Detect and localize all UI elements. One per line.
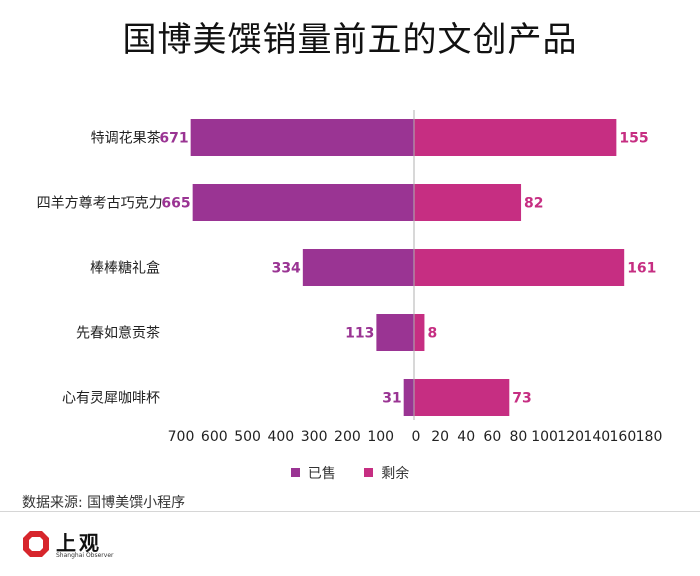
bar-remaining bbox=[414, 249, 625, 286]
data-label-sold: 31 bbox=[382, 391, 401, 407]
x-tick-label-sold: 100 bbox=[367, 429, 394, 445]
x-tick-label-remaining: 0 bbox=[412, 429, 421, 445]
legend-swatch-remaining bbox=[364, 468, 374, 477]
x-tick-label-sold: 500 bbox=[234, 429, 261, 445]
legend-swatch-sold bbox=[290, 468, 300, 477]
bar-remaining bbox=[414, 119, 617, 156]
bar-remaining bbox=[414, 314, 425, 351]
category-label: 棒棒糖礼盒 bbox=[90, 260, 160, 277]
bar-sold bbox=[190, 119, 414, 156]
data-label-sold: 665 bbox=[161, 196, 190, 212]
x-tick-label-remaining: 180 bbox=[636, 429, 663, 445]
legend-label-sold: 已售 bbox=[307, 466, 336, 482]
category-label: 心有灵犀咖啡杯 bbox=[62, 391, 160, 407]
bar-sold bbox=[192, 184, 414, 221]
bar-sold bbox=[376, 314, 414, 351]
x-tick-label-remaining: 20 bbox=[431, 429, 449, 445]
logo-subtext: Shanghai Observer bbox=[56, 552, 114, 559]
x-tick-label-remaining: 80 bbox=[510, 429, 528, 445]
data-label-remaining: 73 bbox=[512, 391, 531, 407]
category-label: 四羊方尊考古巧克力 bbox=[37, 195, 163, 212]
bar-sold bbox=[403, 379, 414, 416]
footer-divider bbox=[0, 511, 700, 512]
logo-octagon-icon bbox=[23, 531, 49, 557]
legend-item-remaining: 剩余 bbox=[364, 463, 409, 483]
x-tick-label-remaining: 160 bbox=[610, 429, 637, 445]
category-label: 先春如意贡茶 bbox=[76, 325, 160, 342]
x-tick-label-sold: 200 bbox=[334, 429, 361, 445]
data-source-note: 数据来源: 国博美馔小程序 bbox=[22, 495, 186, 511]
logo-text: 上观 bbox=[56, 531, 102, 555]
legend-label-remaining: 剩余 bbox=[381, 466, 410, 482]
data-label-sold: 671 bbox=[159, 131, 188, 147]
data-label-remaining: 155 bbox=[619, 131, 648, 147]
bar-remaining bbox=[414, 184, 522, 221]
x-tick-label-remaining: 40 bbox=[457, 429, 475, 445]
legend-item-sold: 已售 bbox=[290, 463, 336, 483]
data-label-remaining: 82 bbox=[524, 196, 543, 212]
x-tick-label-sold: 400 bbox=[267, 429, 294, 445]
data-label-remaining: 8 bbox=[427, 326, 437, 342]
bar-sold bbox=[302, 249, 414, 286]
x-tick-label-remaining: 60 bbox=[483, 429, 501, 445]
category-label: 特调花果茶 bbox=[91, 131, 161, 147]
chart-title: 国博美馔销量前五的文创产品 bbox=[122, 20, 578, 60]
data-label-sold: 334 bbox=[272, 261, 301, 277]
data-label-sold: 113 bbox=[345, 326, 374, 342]
x-tick-label-remaining: 100 bbox=[531, 429, 558, 445]
x-tick-label-sold: 700 bbox=[168, 429, 195, 445]
x-tick-label-remaining: 120 bbox=[557, 429, 584, 445]
bar-remaining bbox=[414, 379, 510, 416]
legend: 已售 剩余 bbox=[0, 463, 700, 483]
x-tick-label-sold: 300 bbox=[301, 429, 328, 445]
bar-chart: 671 155 特调花果茶 665 82 四羊方尊考古巧克力 334 161 棒棒糖礼盒 113 8… bbox=[37, 110, 663, 445]
data-label-remaining: 161 bbox=[627, 261, 656, 277]
x-tick-label-remaining: 140 bbox=[583, 429, 610, 445]
x-tick-label-sold: 600 bbox=[201, 429, 228, 445]
